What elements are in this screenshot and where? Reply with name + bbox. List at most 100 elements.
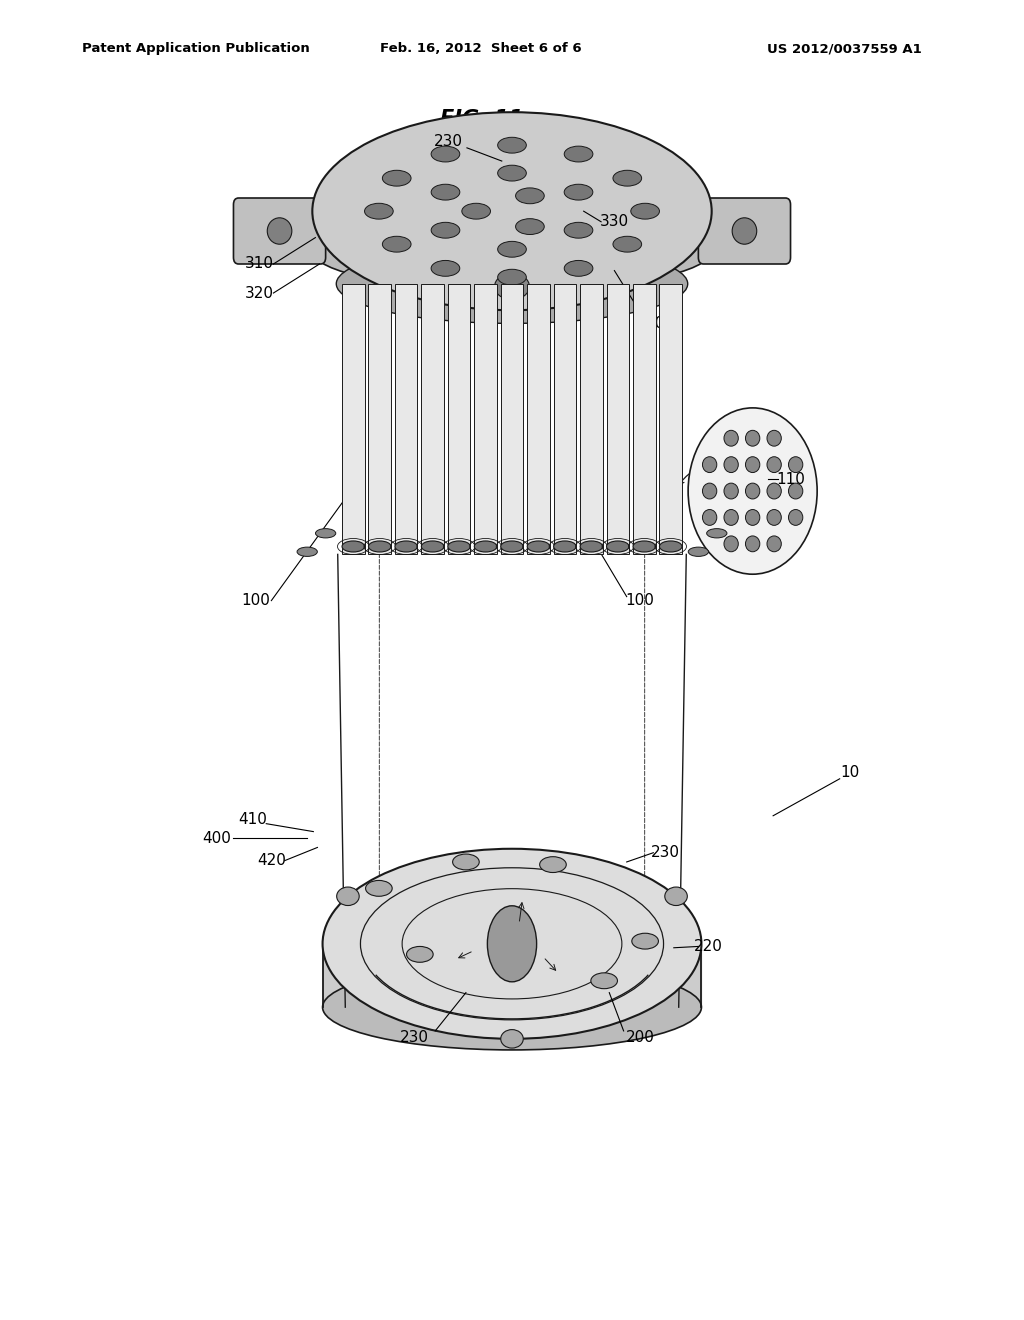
Ellipse shape <box>632 933 658 949</box>
Ellipse shape <box>515 187 545 203</box>
Polygon shape <box>312 211 712 251</box>
Ellipse shape <box>724 457 738 473</box>
Ellipse shape <box>342 541 365 552</box>
Ellipse shape <box>724 510 738 525</box>
Ellipse shape <box>453 854 479 870</box>
Ellipse shape <box>382 170 411 186</box>
Ellipse shape <box>745 483 760 499</box>
Ellipse shape <box>702 457 717 473</box>
Ellipse shape <box>659 541 682 552</box>
Ellipse shape <box>702 483 717 499</box>
Ellipse shape <box>688 546 709 557</box>
Ellipse shape <box>613 236 642 252</box>
Text: 420: 420 <box>257 853 286 869</box>
Ellipse shape <box>323 849 701 1039</box>
Text: 410: 410 <box>239 812 267 828</box>
Ellipse shape <box>431 147 460 162</box>
Ellipse shape <box>788 483 803 499</box>
Text: 10: 10 <box>841 764 859 780</box>
Bar <box>501 284 523 554</box>
Text: Feb. 16, 2012  Sheet 6 of 6: Feb. 16, 2012 Sheet 6 of 6 <box>381 42 582 55</box>
Ellipse shape <box>312 211 712 290</box>
Text: 220: 220 <box>694 939 723 954</box>
FancyBboxPatch shape <box>698 198 791 264</box>
Ellipse shape <box>315 528 336 539</box>
Ellipse shape <box>767 430 781 446</box>
FancyBboxPatch shape <box>482 264 542 309</box>
Ellipse shape <box>487 906 537 982</box>
Ellipse shape <box>702 510 717 525</box>
Ellipse shape <box>422 541 444 552</box>
Text: 100: 100 <box>626 593 654 609</box>
Ellipse shape <box>312 112 712 310</box>
Ellipse shape <box>498 242 526 257</box>
Ellipse shape <box>767 510 781 525</box>
Ellipse shape <box>474 541 497 552</box>
Ellipse shape <box>365 203 393 219</box>
Ellipse shape <box>431 222 460 238</box>
Ellipse shape <box>591 973 617 989</box>
Ellipse shape <box>564 185 593 201</box>
Ellipse shape <box>633 541 655 552</box>
Bar <box>474 284 497 554</box>
Bar <box>447 284 470 554</box>
Text: 230: 230 <box>400 1030 429 1045</box>
Bar <box>633 284 655 554</box>
Bar <box>395 284 418 554</box>
Ellipse shape <box>745 510 760 525</box>
Bar <box>527 284 550 554</box>
Ellipse shape <box>767 536 781 552</box>
Ellipse shape <box>540 857 566 873</box>
Ellipse shape <box>745 536 760 552</box>
Ellipse shape <box>564 222 593 238</box>
Ellipse shape <box>564 147 593 162</box>
Ellipse shape <box>395 541 418 552</box>
Ellipse shape <box>498 165 526 181</box>
Ellipse shape <box>515 219 545 235</box>
Text: 200: 200 <box>626 1030 654 1045</box>
Ellipse shape <box>498 137 526 153</box>
Ellipse shape <box>337 887 359 906</box>
Text: Patent Application Publication: Patent Application Publication <box>82 42 309 55</box>
Ellipse shape <box>631 203 659 219</box>
Bar <box>659 284 682 554</box>
Ellipse shape <box>732 218 757 244</box>
Ellipse shape <box>267 218 292 244</box>
Text: 330: 330 <box>600 214 629 230</box>
FancyBboxPatch shape <box>233 198 326 264</box>
Ellipse shape <box>527 541 550 552</box>
Ellipse shape <box>431 185 460 201</box>
Text: 230: 230 <box>651 845 680 861</box>
Ellipse shape <box>369 541 391 552</box>
Ellipse shape <box>407 946 433 962</box>
Text: FIG. 11: FIG. 11 <box>439 108 523 129</box>
Ellipse shape <box>462 203 490 219</box>
Ellipse shape <box>554 541 577 552</box>
Ellipse shape <box>724 483 738 499</box>
Ellipse shape <box>788 457 803 473</box>
Ellipse shape <box>745 457 760 473</box>
Ellipse shape <box>366 880 392 896</box>
Text: 230: 230 <box>434 133 463 149</box>
Bar <box>554 284 577 554</box>
Ellipse shape <box>745 430 760 446</box>
Polygon shape <box>323 944 701 1007</box>
Bar <box>342 284 365 554</box>
Bar <box>422 284 444 554</box>
Ellipse shape <box>724 536 738 552</box>
Bar <box>580 284 602 554</box>
Ellipse shape <box>724 430 738 446</box>
Ellipse shape <box>564 260 593 276</box>
Ellipse shape <box>498 269 526 285</box>
Ellipse shape <box>336 244 688 323</box>
Ellipse shape <box>297 546 317 557</box>
Ellipse shape <box>707 528 727 539</box>
Text: 300: 300 <box>646 315 675 331</box>
Ellipse shape <box>382 236 411 252</box>
Ellipse shape <box>767 483 781 499</box>
Text: US 2012/0037559 A1: US 2012/0037559 A1 <box>767 42 922 55</box>
Ellipse shape <box>613 170 642 186</box>
Ellipse shape <box>495 273 529 300</box>
Text: 400: 400 <box>203 830 231 846</box>
Ellipse shape <box>606 541 629 552</box>
